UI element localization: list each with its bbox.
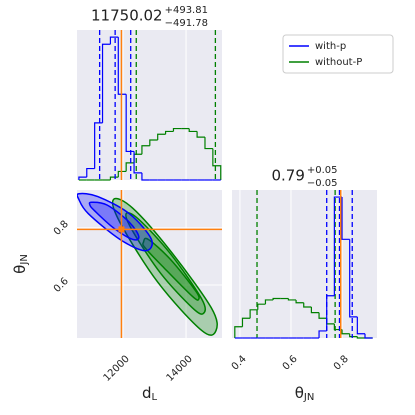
histogram-step <box>257 303 266 310</box>
histogram-step <box>86 167 95 178</box>
panel <box>77 30 222 180</box>
histogram-step <box>364 333 373 339</box>
histogram-step <box>133 151 142 174</box>
x-tick-label: 12000 <box>102 354 132 384</box>
axis-label-subscript: L <box>151 392 157 403</box>
histogram-step <box>157 133 166 140</box>
histogram-step <box>164 130 174 135</box>
histogram-step <box>318 330 327 338</box>
axis-label-symbol: θ <box>11 265 29 274</box>
axis-label: θJN <box>11 254 31 274</box>
histogram-step <box>234 326 243 338</box>
x-tick-label: 0.8 <box>332 354 351 373</box>
legend-label: without-P <box>315 57 362 68</box>
histogram-step <box>117 170 127 178</box>
panel-title-plus: +0.05 <box>307 165 338 176</box>
histogram-step <box>333 196 343 296</box>
histogram-step <box>303 302 312 308</box>
panel <box>232 190 377 338</box>
axis-label-symbol: d <box>142 384 152 402</box>
histogram-step <box>125 94 135 153</box>
contour <box>77 192 154 252</box>
histogram-step <box>249 309 258 319</box>
histogram-step <box>188 128 198 133</box>
panel-title: 11750.02 <box>91 7 163 25</box>
axis-label-subscript: JN <box>303 392 314 403</box>
histogram-step <box>212 148 222 180</box>
histogram-step <box>78 176 87 180</box>
histogram-step <box>341 197 350 240</box>
histogram-step <box>264 299 274 305</box>
panel-title-minus: −491.78 <box>165 18 208 29</box>
y-tick-label: 0.6 <box>52 276 71 295</box>
contour <box>88 201 140 241</box>
panel-title-plus: +493.81 <box>165 5 208 16</box>
histogram-step <box>341 329 350 335</box>
histogram-step <box>196 131 205 138</box>
histogram-step <box>295 299 304 304</box>
panel <box>77 190 222 338</box>
histogram-step <box>356 316 366 335</box>
panel-title-minus: −0.05 <box>307 178 338 189</box>
contour <box>142 237 200 301</box>
legend-label: with-p <box>315 41 346 52</box>
histogram-step <box>349 333 358 338</box>
histogram-step <box>356 336 366 339</box>
x-tick-label: 14000 <box>165 354 195 384</box>
histogram-step <box>318 312 327 319</box>
histogram-step <box>117 37 127 95</box>
axis-label-symbol: θ <box>295 384 304 402</box>
histogram-step <box>141 145 150 155</box>
histogram-step <box>349 239 358 318</box>
legend-box <box>282 34 394 74</box>
histogram-step <box>287 298 297 301</box>
panel-title: 0.79 <box>271 167 304 185</box>
truth-point <box>118 226 125 233</box>
histogram-step <box>272 297 281 300</box>
histogram-step <box>101 43 111 123</box>
histogram-step <box>310 306 320 314</box>
axis-label: dL <box>142 384 158 404</box>
x-tick-label: 0.4 <box>230 354 249 373</box>
axis-label: θJN <box>295 384 315 404</box>
histogram-step <box>125 162 135 172</box>
y-tick-label: 0.8 <box>52 219 71 238</box>
histogram-step <box>241 317 251 327</box>
x-tick-label: 0.6 <box>281 354 300 373</box>
histogram-step <box>141 172 150 181</box>
histogram-step <box>172 127 182 132</box>
histogram-step <box>204 137 213 150</box>
axis-label-subscript: JN <box>19 254 30 265</box>
histogram-step <box>149 139 158 146</box>
histogram-step <box>109 36 119 45</box>
panel-2d <box>77 192 218 336</box>
